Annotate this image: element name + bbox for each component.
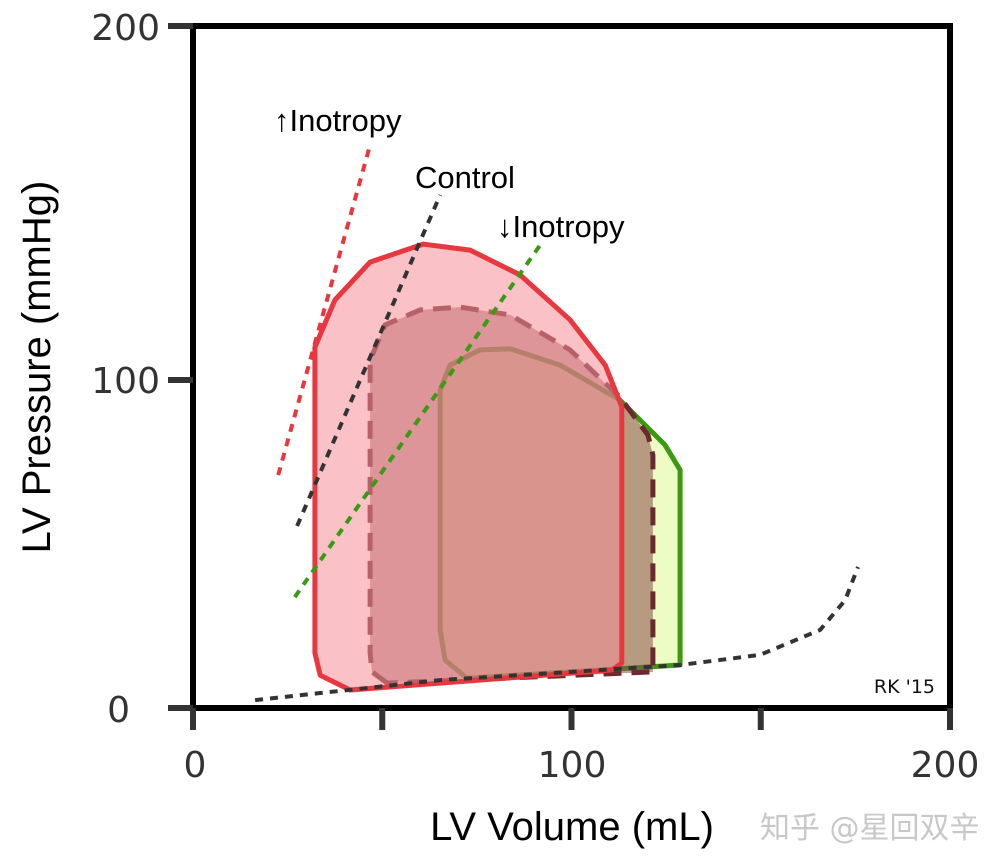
annotation-increased-inotropy: ↑Inotropy bbox=[274, 103, 402, 138]
y-axis-title: LV Pressure (mmHg) bbox=[15, 181, 59, 554]
x-tick-label-0: 0 bbox=[184, 745, 207, 786]
espvr-line-decreased-inotropy bbox=[293, 243, 542, 599]
y-tick-label-100: 100 bbox=[91, 361, 160, 402]
y-tick-label-0: 0 bbox=[107, 690, 130, 731]
x-tick-label-200: 200 bbox=[911, 745, 980, 786]
edpvr-curve bbox=[254, 566, 860, 703]
y-tick-label-200: 200 bbox=[91, 8, 160, 49]
x-axis-title: LV Volume (mL) bbox=[430, 805, 714, 849]
annotation-decreased-inotropy: ↓Inotropy bbox=[497, 209, 625, 244]
espvr-line-increased-inotropy bbox=[276, 144, 373, 476]
pv-loop-increased-inotropy bbox=[312, 241, 625, 693]
signature: RK '15 bbox=[874, 676, 935, 698]
x-tick-label-100: 100 bbox=[538, 745, 607, 786]
annotation-control: Control bbox=[415, 160, 515, 195]
espvr-line-control bbox=[295, 194, 443, 527]
plot-marks bbox=[254, 144, 860, 703]
watermark: 知乎 @星回双辛 bbox=[760, 811, 980, 846]
axis-ticks bbox=[168, 23, 953, 730]
